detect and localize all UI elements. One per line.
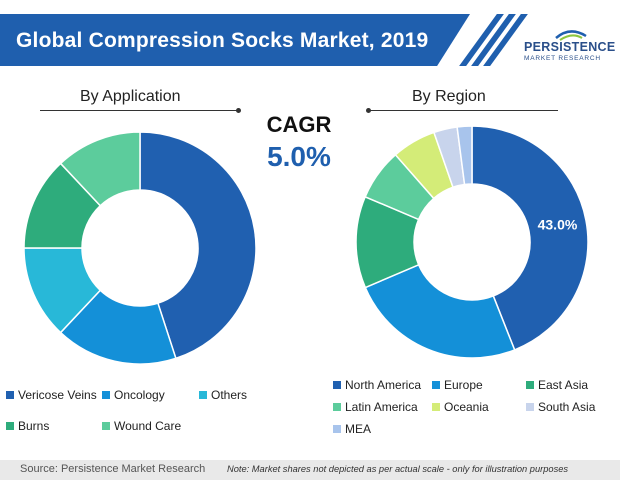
logo-subtitle: MARKET RESEARCH bbox=[524, 55, 601, 62]
legend-item-others: Others bbox=[199, 388, 247, 402]
slice-europe bbox=[364, 263, 516, 359]
legend-swatch bbox=[6, 422, 14, 430]
rule-dot bbox=[236, 108, 241, 113]
legend-item-wound-care: Wound Care bbox=[102, 419, 181, 433]
cagr-label: CAGR bbox=[266, 112, 332, 137]
footer-note: Note: Market shares not depicted as per … bbox=[227, 464, 569, 474]
title-banner bbox=[0, 14, 470, 66]
legend-item-burns: Burns bbox=[6, 419, 49, 433]
legend-item-oncology: Oncology bbox=[102, 388, 165, 402]
application-title-rule bbox=[40, 110, 240, 111]
legend-item-oceania: Oceania bbox=[432, 400, 489, 414]
legend-swatch bbox=[102, 422, 110, 430]
legend-item-east-asia: East Asia bbox=[526, 378, 588, 392]
footer-bar bbox=[0, 460, 620, 480]
cagr-value: 5.0% bbox=[267, 141, 331, 172]
legend-item-south-asia: South Asia bbox=[526, 400, 595, 414]
legend-item-latin-america: Latin America bbox=[333, 400, 418, 414]
legend-item-mea: MEA bbox=[333, 422, 371, 436]
data-label-north-america: 43.0% bbox=[538, 216, 578, 232]
legend-item-vericose-veins: Vericose Veins bbox=[6, 388, 97, 402]
legend-item-europe: Europe bbox=[432, 378, 483, 392]
legend-swatch bbox=[432, 381, 440, 389]
legend-swatch bbox=[432, 403, 440, 411]
legend-swatch bbox=[526, 403, 534, 411]
legend-swatch bbox=[333, 403, 341, 411]
slice-vericose-veins bbox=[139, 131, 257, 360]
legend-swatch bbox=[102, 391, 110, 399]
legend-swatch bbox=[333, 425, 341, 433]
page-title: Global Compression Socks Market, 2019 bbox=[16, 29, 429, 52]
logo-name: PERSISTENCE bbox=[524, 40, 616, 54]
legend-item-north-america: North America bbox=[333, 378, 421, 392]
legend-swatch bbox=[526, 381, 534, 389]
region-section-title: By Region bbox=[412, 88, 486, 105]
slice-wound-care bbox=[59, 131, 141, 207]
region-title-rule bbox=[368, 110, 558, 111]
application-donut-chart bbox=[23, 131, 257, 365]
legend-swatch bbox=[333, 381, 341, 389]
persistence-logo-icon bbox=[555, 30, 587, 41]
slice-mea bbox=[456, 125, 473, 186]
application-section-title: By Application bbox=[80, 88, 181, 105]
footer-source: Source: Persistence Market Research bbox=[20, 463, 206, 475]
rule-dot bbox=[366, 108, 371, 113]
legend-swatch bbox=[199, 391, 207, 399]
region-donut-chart: 43.0% bbox=[355, 125, 589, 359]
legend-swatch bbox=[6, 391, 14, 399]
slice-north-america bbox=[471, 125, 589, 351]
